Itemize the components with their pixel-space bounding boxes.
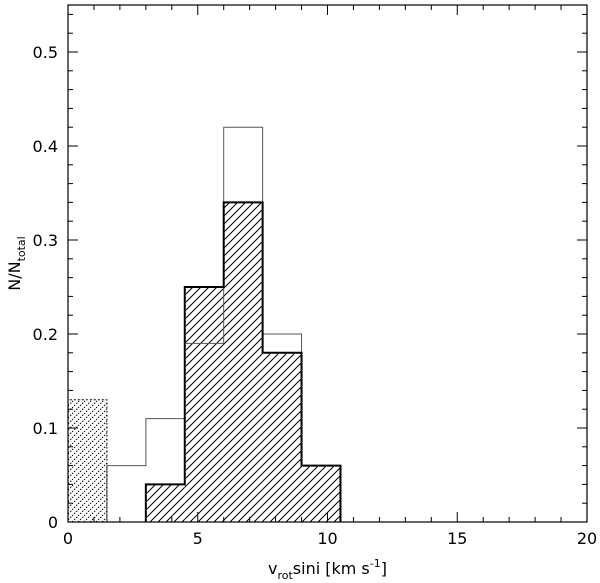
hatched-bar: [145, 484, 185, 522]
hatched-bar: [301, 465, 341, 522]
y-tick-label: 0.2: [33, 325, 58, 344]
x-axis-label: vrotsini [km s-1]: [268, 557, 387, 582]
x-tick-label: 0: [63, 529, 73, 548]
plot-area: [67, 126, 587, 523]
plot-frame: [67, 4, 588, 523]
hatched-bar: [262, 352, 302, 522]
dotted-bar: [68, 399, 107, 522]
x-tick-label: 10: [317, 529, 337, 548]
y-tick-label: 0: [48, 513, 58, 532]
total-outline-series: [68, 126, 587, 523]
y-tick-label: 0.4: [33, 137, 58, 156]
axis-ticks: [67, 5, 588, 523]
hatched-bar: [184, 287, 224, 522]
hatched-outline-series: [144, 201, 342, 522]
hatched-bar: [223, 202, 263, 522]
x-tick-labels: 0 5 10 15 20: [63, 529, 597, 548]
x-tick-label: 15: [447, 529, 467, 548]
y-tick-label: 0.3: [33, 231, 58, 250]
x-tick-label: 5: [193, 529, 203, 548]
y-tick-label: 0.5: [33, 43, 58, 62]
y-tick-labels: 0 0.1 0.2 0.3 0.4 0.5: [33, 43, 58, 532]
y-tick-label: 0.1: [33, 419, 58, 438]
x-tick-label: 20: [577, 529, 597, 548]
y-axis-label: N/Ntotal: [5, 236, 28, 290]
